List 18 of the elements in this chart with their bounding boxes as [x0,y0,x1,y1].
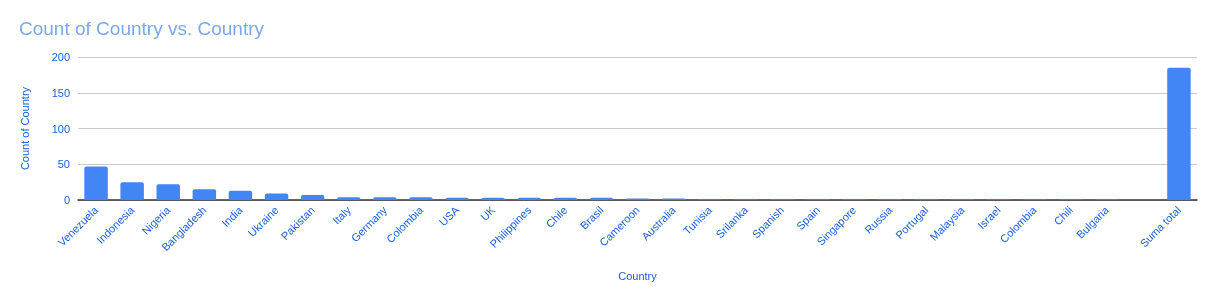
y-tick-label: 50 [57,158,70,171]
bar [84,166,108,200]
bar [1167,67,1191,200]
y-axis-title: Count of Country [18,86,31,171]
y-tick-label: 100 [51,122,70,135]
y-tick-label: 200 [51,51,70,63]
bar [300,195,325,200]
bar [120,182,144,200]
x-tick-label: USA [436,203,462,229]
y-tick-label: 0 [63,194,70,206]
bar [192,189,217,200]
chart-title: Count of Country vs. Country [19,18,265,39]
y-tick-label: 150 [51,86,70,99]
bar [156,184,180,200]
bar [228,190,253,200]
x-tick-label: Italy [330,203,354,227]
x-axis-title: Country [618,269,658,282]
bar [264,193,289,200]
